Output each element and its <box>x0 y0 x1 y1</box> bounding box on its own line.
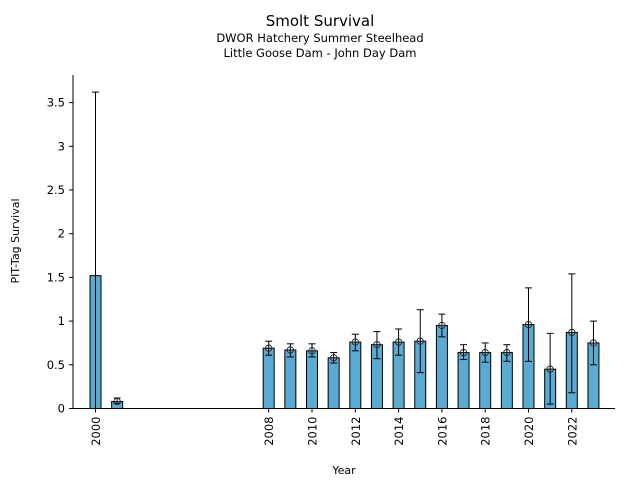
error-bar-2009 <box>286 343 294 358</box>
x-tick-label: 2018 <box>479 417 493 446</box>
y-tick-label: 3.5 <box>47 96 65 110</box>
error-bar-2020 <box>524 287 533 362</box>
x-axis-label: Year <box>331 464 356 477</box>
error-bar-2017 <box>459 344 468 361</box>
y-tick-label: 2.5 <box>47 183 65 197</box>
y-tick-label: 1.5 <box>47 270 65 284</box>
x-tick-label: 2010 <box>306 417 320 446</box>
bar-2008 <box>262 347 275 409</box>
bar-2012 <box>349 341 362 409</box>
y-tick-label: 1 <box>58 314 65 328</box>
error-bar-2011 <box>329 352 338 364</box>
chart-subtitle-2: Little Goose Dam - John Day Dam <box>223 46 417 60</box>
x-tick-label: 2012 <box>349 417 363 446</box>
y-axis-label: PIT-Tag Survival <box>9 198 22 283</box>
y-tick-label: 3 <box>58 139 65 153</box>
error-bar-2010 <box>308 343 316 358</box>
error-bar-2016 <box>438 313 446 338</box>
bar-2009 <box>284 349 297 409</box>
error-bar-2001 <box>113 397 121 406</box>
error-bar-2014 <box>394 328 403 356</box>
x-tick-label: 2008 <box>262 417 276 446</box>
bar-2017 <box>457 352 470 409</box>
bar-2010 <box>306 350 318 410</box>
x-tick-label: 2022 <box>565 417 579 446</box>
error-bar-2012 <box>351 333 359 352</box>
x-tick-label: 2016 <box>435 417 449 446</box>
chart-title: Smolt Survival <box>265 12 375 30</box>
error-bar-2018 <box>481 342 489 363</box>
error-bar-2022 <box>568 273 576 394</box>
x-tick-label: 2014 <box>392 417 406 446</box>
bar-2016 <box>435 324 448 409</box>
y-tick-label: 2 <box>58 227 65 241</box>
error-bar-2008 <box>265 340 273 356</box>
error-bar-2015 <box>416 309 424 374</box>
error-bar-2000 <box>92 91 99 409</box>
error-bar-2023 <box>589 320 598 366</box>
bar-2011 <box>327 357 340 410</box>
x-tick-label: 2000 <box>89 417 103 446</box>
chart-subtitle-1: DWOR Hatchery Summer Steelhead <box>216 31 424 45</box>
error-bar-2013 <box>373 331 381 360</box>
error-bar-2019 <box>503 344 511 362</box>
y-tick-label: 0 <box>58 402 65 416</box>
x-tick-label: 2020 <box>522 417 536 446</box>
y-tick-label: 0.5 <box>47 358 65 372</box>
error-bar-2021 <box>546 332 554 405</box>
